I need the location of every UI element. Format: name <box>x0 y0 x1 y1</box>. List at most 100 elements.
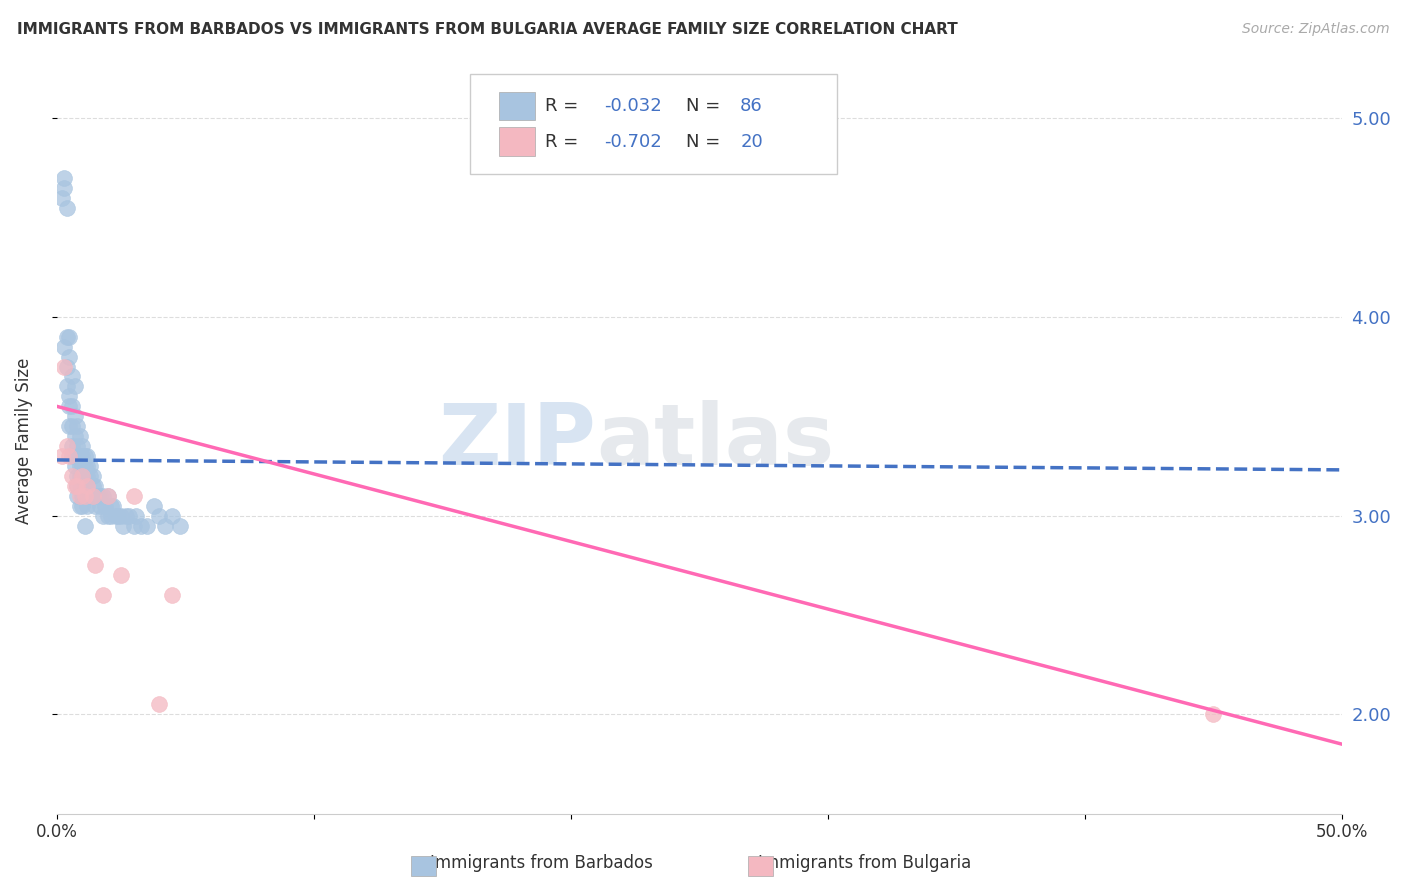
Point <box>162 588 184 602</box>
Point <box>72 489 94 503</box>
Point <box>58 449 80 463</box>
Point <box>162 508 184 523</box>
Point <box>73 518 96 533</box>
Point <box>60 369 83 384</box>
Point <box>148 508 170 523</box>
Point <box>73 468 96 483</box>
Text: atlas: atlas <box>596 400 835 483</box>
Point <box>69 489 91 503</box>
Point <box>97 489 120 503</box>
Point <box>153 518 176 533</box>
Point <box>84 558 107 573</box>
Point <box>131 518 153 533</box>
Point <box>66 419 89 434</box>
Text: R =: R = <box>546 133 583 152</box>
Point <box>107 508 129 523</box>
Point <box>58 419 80 434</box>
Point <box>51 191 73 205</box>
Point <box>97 489 120 503</box>
Point <box>100 499 122 513</box>
Point <box>72 468 94 483</box>
Point <box>169 518 191 533</box>
Point <box>51 449 73 463</box>
Point <box>104 508 127 523</box>
Point <box>66 479 89 493</box>
Point <box>73 479 96 493</box>
Text: IMMIGRANTS FROM BARBADOS VS IMMIGRANTS FROM BULGARIA AVERAGE FAMILY SIZE CORRELA: IMMIGRANTS FROM BARBADOS VS IMMIGRANTS F… <box>17 22 957 37</box>
Point <box>56 439 79 453</box>
Point <box>91 489 114 503</box>
Point <box>69 499 91 513</box>
FancyBboxPatch shape <box>471 74 837 174</box>
Point <box>66 449 89 463</box>
Point <box>82 479 104 493</box>
Point <box>117 508 139 523</box>
Point <box>76 458 98 473</box>
Point <box>63 479 86 493</box>
Point <box>82 489 104 503</box>
Point <box>82 489 104 503</box>
Text: 86: 86 <box>740 96 763 115</box>
Point <box>76 468 98 483</box>
Point <box>63 409 86 424</box>
Point <box>56 359 79 374</box>
Point <box>115 508 138 523</box>
Point <box>73 449 96 463</box>
Point <box>79 458 101 473</box>
Point <box>53 170 76 185</box>
Point <box>69 479 91 493</box>
Point <box>69 468 91 483</box>
Point <box>125 508 148 523</box>
Point <box>112 518 135 533</box>
Point <box>143 499 166 513</box>
Point <box>91 508 114 523</box>
Point <box>58 330 80 344</box>
Point <box>72 468 94 483</box>
Point <box>122 489 145 503</box>
Point <box>63 449 86 463</box>
Point <box>82 468 104 483</box>
Point <box>53 340 76 354</box>
Point <box>97 508 120 523</box>
Point <box>53 180 76 194</box>
Point <box>101 499 124 513</box>
Point <box>53 359 76 374</box>
Point <box>73 489 96 503</box>
Point <box>69 449 91 463</box>
Bar <box>499 128 534 156</box>
Point <box>100 508 122 523</box>
Point <box>79 489 101 503</box>
Point <box>110 508 132 523</box>
Point <box>63 379 86 393</box>
Point <box>56 201 79 215</box>
Point <box>60 468 83 483</box>
Text: ZIP: ZIP <box>439 400 596 483</box>
Point <box>66 489 89 503</box>
Text: Immigrants from Bulgaria: Immigrants from Bulgaria <box>758 855 972 872</box>
Point <box>76 479 98 493</box>
Bar <box>499 92 534 120</box>
Text: Immigrants from Barbados: Immigrants from Barbados <box>430 855 652 872</box>
Point <box>84 499 107 513</box>
Point <box>58 399 80 413</box>
Point <box>58 350 80 364</box>
Point <box>91 588 114 602</box>
Text: 20: 20 <box>740 133 763 152</box>
Point <box>56 379 79 393</box>
Point <box>73 458 96 473</box>
Point <box>56 330 79 344</box>
Y-axis label: Average Family Size: Average Family Size <box>15 358 32 524</box>
Point <box>84 479 107 493</box>
Text: -0.032: -0.032 <box>605 96 662 115</box>
Point <box>58 389 80 403</box>
Point <box>72 439 94 453</box>
Point <box>72 499 94 513</box>
Text: R =: R = <box>546 96 583 115</box>
Point <box>60 399 83 413</box>
Point <box>66 479 89 493</box>
Point <box>84 489 107 503</box>
Point <box>79 468 101 483</box>
Point <box>60 439 83 453</box>
Point <box>63 458 86 473</box>
Text: -0.702: -0.702 <box>605 133 662 152</box>
